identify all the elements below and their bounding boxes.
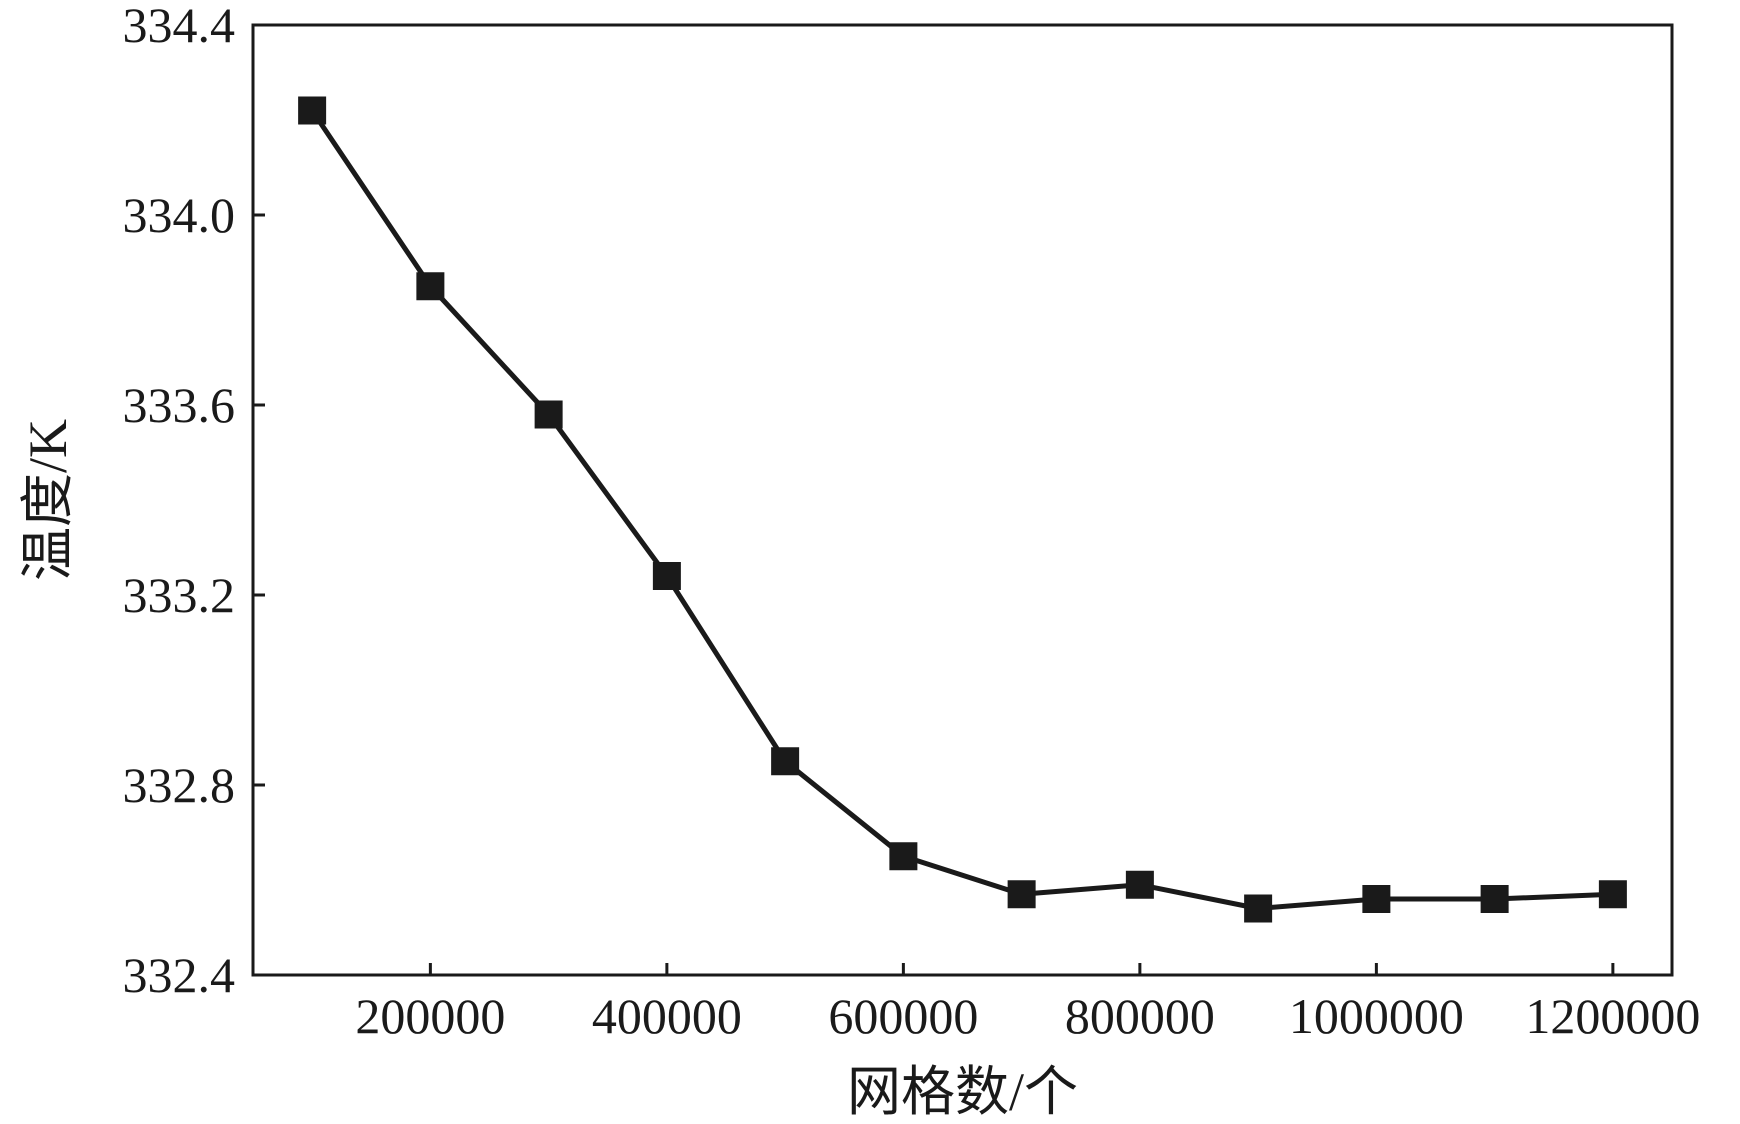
data-point [298,96,327,125]
y-tick-label: 333.6 [123,377,236,433]
y-tick-label: 332.8 [123,757,236,813]
data-points [298,96,1627,923]
x-tick-label: 400000 [592,988,742,1044]
y-tick-label: 334.0 [123,187,236,243]
data-point [1598,880,1627,909]
x-tick-label: 600000 [828,988,978,1044]
data-point [652,562,681,590]
x-tick-label: 1000000 [1289,988,1464,1044]
plot-frame [251,23,1674,977]
x-tick-label: 1200000 [1525,988,1700,1044]
x-tick-label: 200000 [355,988,505,1044]
data-point [1480,885,1509,913]
data-point [771,747,800,776]
data-point [1007,880,1036,909]
series-line [310,109,1613,911]
y-tick-label: 334.4 [123,0,236,53]
data-point [534,400,563,429]
y-tick-labels: 332.4 332.8 333.2 333.6 334.0 334.4 [123,0,236,1003]
x-axis-ticks [428,963,1615,975]
y-tick-label: 333.2 [123,567,236,623]
y-tick-label: 332.4 [123,947,236,1003]
data-point [1244,894,1273,923]
data-point [1362,885,1391,913]
y-axis-ticks [253,23,265,977]
data-point [889,842,918,871]
y-axis-title: 温度/K [18,419,78,581]
data-point [1125,870,1154,899]
x-axis-title: 网格数/个 [847,1062,1078,1122]
x-tick-labels: 200000 400000 600000 800000 1000000 1200000 [355,988,1700,1044]
data-point [416,272,445,301]
x-tick-label: 800000 [1065,988,1215,1044]
